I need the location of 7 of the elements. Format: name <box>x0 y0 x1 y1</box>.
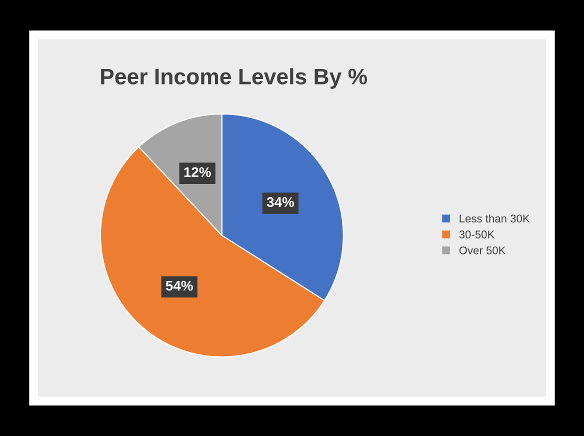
data-label: 54% <box>166 280 193 291</box>
data-label: 12% <box>184 167 211 178</box>
legend-label: Less than 30K <box>460 214 530 223</box>
data-label: 34% <box>266 197 294 207</box>
legend-label: Over 50K <box>459 246 506 254</box>
legend-label: 30-50K <box>459 230 495 238</box>
chart-title: Peer Income Levels By % <box>101 68 368 89</box>
